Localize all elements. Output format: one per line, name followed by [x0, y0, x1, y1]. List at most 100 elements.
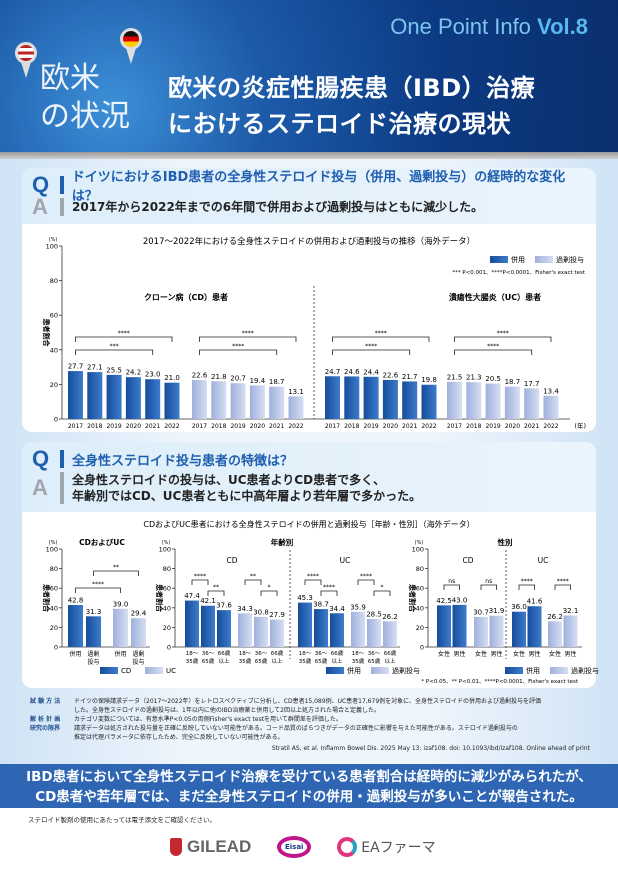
bar-value-label: 43.0: [452, 596, 468, 604]
y-tick-label: 20: [163, 624, 171, 632]
x-unit: (年): [574, 421, 586, 430]
x-tick-label: 男性: [564, 650, 576, 658]
bar: [344, 376, 360, 419]
bar-value-label: 36.0: [511, 603, 527, 611]
y-tick-label: 100: [46, 546, 58, 554]
chart-note: * P<0.05、** P<0.01、****P<0.0001、Fisher's…: [421, 679, 578, 685]
methods-label: 試 験 方 法: [30, 698, 61, 705]
y-tick-label: 40: [50, 346, 58, 354]
bar: [254, 616, 268, 647]
bar: [325, 376, 340, 419]
significance-bracket: [454, 349, 533, 355]
significance-label: ****: [194, 573, 206, 580]
bar: [363, 376, 379, 419]
y-unit: (%): [162, 540, 171, 546]
legend-label: 過剰投与: [556, 255, 584, 264]
chart-note: *** P<0.001、****P<0.0001、Fisher's exact …: [452, 270, 585, 276]
x-tick-label: 2019: [363, 423, 378, 430]
bar-value-label: 21.8: [211, 373, 227, 381]
page-title-line1: 欧米の炎症性腸疾患（IBD）治療: [168, 74, 536, 102]
q-label: Q: [32, 446, 50, 471]
significance-label: ****: [487, 343, 499, 350]
bar-value-label: 27.9: [269, 611, 285, 619]
analysis-label: 解 析 計 画: [30, 716, 61, 723]
x-tick-label: 2021: [402, 423, 417, 430]
bar: [383, 621, 397, 647]
y-axis-label: 患者割合: [408, 584, 417, 613]
subpanel-title: CD: [226, 556, 237, 565]
bar-value-label: 31.9: [489, 607, 505, 615]
x-tick-label: 女性: [475, 650, 487, 658]
legend-swatch: [535, 256, 553, 263]
significance-label: ns: [448, 578, 455, 585]
methods-section: 試 験 方 法 ドイツの保険請求データ（2017～2022年）をレトロスペクティブ…: [30, 697, 590, 753]
legend-swatch: [100, 667, 118, 674]
x-tick-label: 2019: [230, 423, 245, 430]
x-tick-label: 35歳: [299, 657, 312, 665]
significance-label: **: [250, 573, 256, 580]
bar-value-label: 42.5: [436, 597, 452, 605]
chart-title: CDおよびUC患者における全身性ステロイドの併用と過剰投与［年齢・性別］（海外デ…: [143, 519, 474, 529]
bar: [192, 379, 207, 419]
x-tick-label: 18〜: [352, 651, 365, 657]
significance-bracket: [75, 349, 154, 355]
bar: [288, 396, 304, 419]
bar-value-label: 21.3: [466, 374, 482, 382]
significance-label: ****: [375, 330, 387, 337]
significance-label: ****: [242, 330, 254, 337]
bar: [145, 379, 161, 419]
limitations-text-2: 推定は代理パラメータに依存したため、完全に反映していない可能性がある。: [74, 734, 284, 741]
x-tick-label: 36〜: [315, 651, 328, 657]
y-tick-label: 100: [159, 546, 171, 554]
series-volume: One Point Info Vol.8: [390, 14, 588, 39]
bar-value-label: 34.3: [237, 605, 253, 613]
bar-value-label: 37.6: [216, 602, 232, 610]
x-tick-label: 2018: [211, 423, 226, 430]
x-tick-label: 2021: [269, 423, 284, 430]
ea-pharma-logo: EAファーマ: [337, 837, 436, 857]
bar: [211, 381, 227, 419]
subpanel-title: CD: [462, 556, 473, 565]
bar: [269, 386, 285, 419]
bar: [330, 613, 344, 647]
bar: [314, 609, 328, 647]
q-label: Q: [32, 172, 50, 197]
question-1: ドイツにおけるIBD患者の全身性ステロイド投与（併用、過剰投与）の経時的な変化は…: [71, 170, 566, 204]
significance-bracket: [191, 579, 209, 585]
x-tick-label: 以上: [218, 657, 230, 665]
x-tick-label: 66歳: [384, 649, 397, 657]
qa-block-1: Q ドイツにおけるIBD患者の全身性ステロイド投与（併用、過剰投与）の経時的な変化…: [22, 168, 596, 224]
legend-swatch: [490, 256, 508, 263]
x-tick-label: 2022: [288, 423, 303, 430]
significance-label: ****: [92, 581, 104, 588]
bar: [447, 381, 462, 419]
bar-value-label: 26.2: [547, 613, 563, 621]
y-tick-label: 20: [416, 624, 424, 632]
significance-bracket: [199, 336, 297, 342]
bar-value-label: 21.0: [164, 374, 180, 382]
bar: [437, 605, 451, 647]
limitations-text-1: 請求データは処方された投与量を正確に反映していない可能性がある。コード品質のばら…: [74, 725, 518, 732]
y-tick-label: 60: [50, 585, 58, 593]
bar: [270, 619, 284, 647]
bar-value-label: 29.4: [131, 610, 147, 618]
significance-bracket: [357, 579, 375, 585]
legend-label: 併用: [526, 666, 540, 675]
y-tick-label: 80: [50, 565, 58, 573]
bar-value-label: 24.7: [325, 368, 341, 376]
qa-block-2: Q 全身性ステロイド投与患者の特徴は？ A 全身性ステロイドの投与は、UC患者よりC…: [22, 442, 596, 512]
significance-label: ****: [118, 330, 130, 337]
significance-label: **: [213, 584, 219, 591]
divider: [0, 152, 618, 159]
x-tick-label: 2017: [325, 423, 340, 430]
bar: [131, 618, 146, 647]
x-tick-label: 男性: [453, 650, 465, 658]
answer-2-line1: 全身性ステロイドの投与は、UC患者よりCD患者で多く、: [72, 473, 386, 487]
x-tick-label: 2018: [87, 423, 102, 430]
legend-swatch: [371, 667, 389, 674]
x-tick-label: 18〜: [186, 651, 199, 657]
a-divider: [60, 472, 64, 504]
significance-bracket: [93, 570, 139, 576]
significance-bracket: [518, 584, 535, 590]
a-label: A: [32, 194, 48, 219]
